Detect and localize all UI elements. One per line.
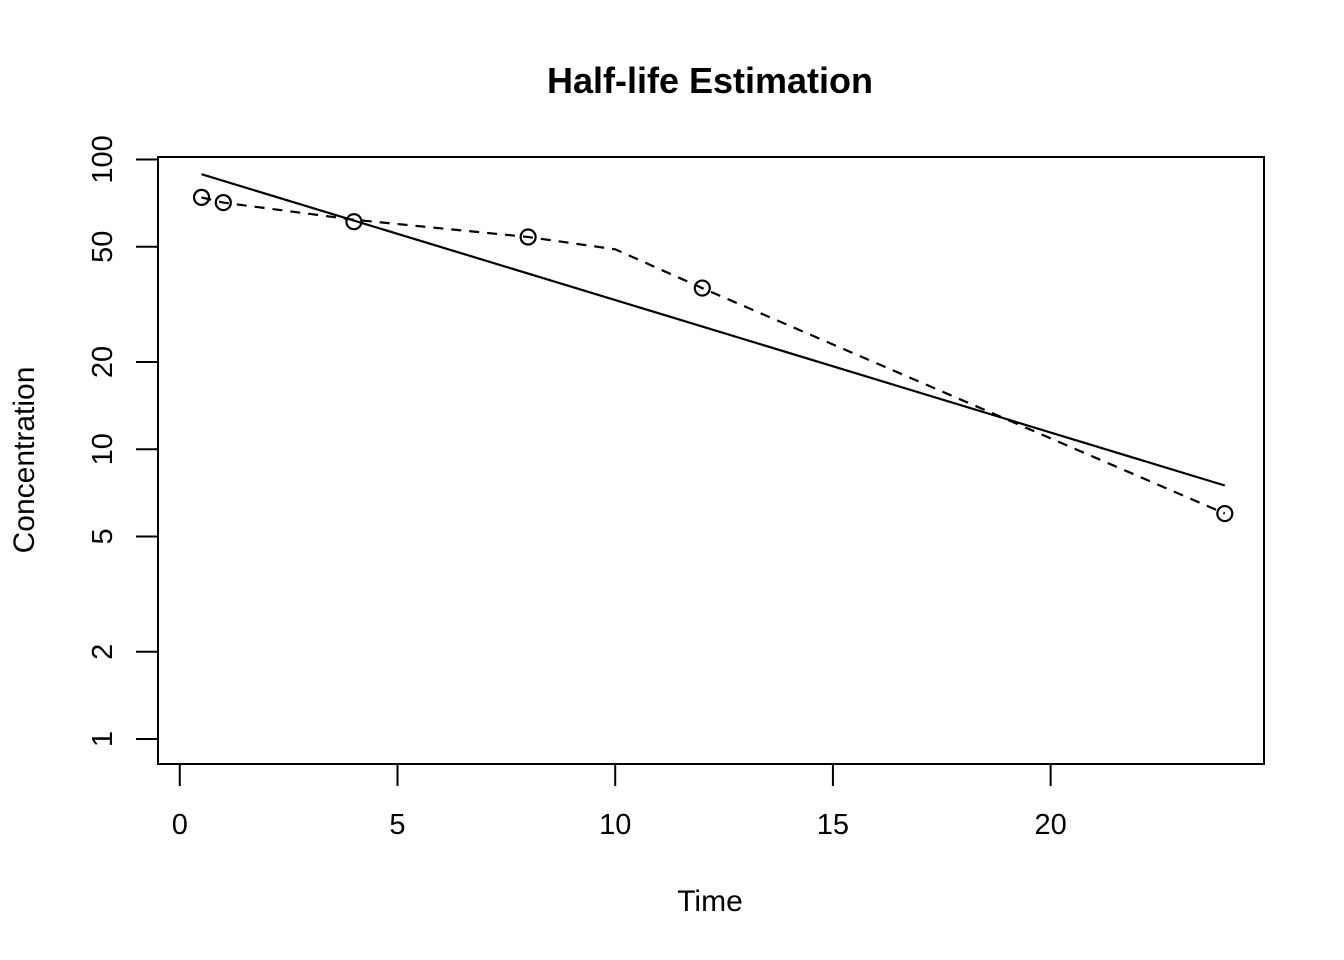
y-tick-label: 10: [87, 433, 119, 465]
series-layer: [192, 173, 1234, 523]
y-tick-label: 5: [87, 528, 119, 544]
data-point: [214, 193, 232, 212]
x-tick-label: 15: [817, 809, 849, 841]
y-tick-label: 1: [87, 731, 119, 747]
data-point: [192, 188, 211, 206]
observed-dashed-line: [201, 196, 1226, 515]
y-axis-label: Concentration: [8, 367, 41, 554]
data-point: [693, 279, 711, 297]
x-axis-label: Time: [677, 885, 743, 918]
x-tick-label: 5: [389, 809, 405, 841]
x-axis: 0 5 10 15 20: [172, 763, 1067, 841]
data-point: [1216, 504, 1234, 523]
y-tick-label: 100: [87, 135, 119, 183]
x-tick-label: 20: [1035, 809, 1067, 841]
fitted-regression-line: [201, 173, 1226, 487]
plot-frame: [157, 156, 1265, 765]
data-point: [519, 228, 537, 246]
y-axis: 1 2 5 10 20 50 100: [87, 135, 159, 747]
chart-title: Half-life Estimation: [547, 60, 873, 101]
y-tick-label: 2: [87, 644, 119, 660]
data-point: [345, 213, 363, 231]
x-tick-label: 10: [599, 809, 631, 841]
y-tick-label: 50: [87, 231, 119, 263]
y-tick-label: 20: [87, 346, 119, 378]
x-tick-label: 0: [172, 809, 188, 841]
